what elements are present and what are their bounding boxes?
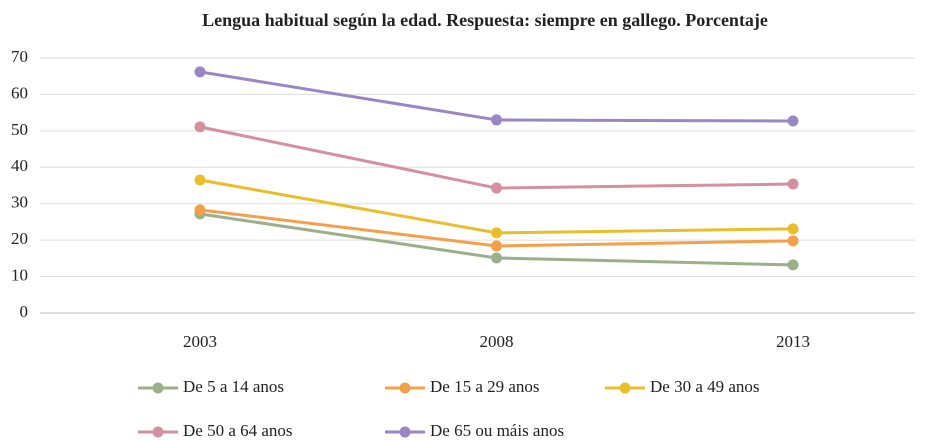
legend-label: De 5 a 14 anos [183,377,284,396]
y-tick-label: 0 [20,302,29,321]
legend-marker [152,426,164,438]
legend-marker [399,382,411,394]
y-tick-label: 10 [11,265,28,284]
y-tick-label: 60 [11,83,28,102]
legend-marker [399,426,411,438]
point [491,252,502,264]
point [491,182,502,194]
legend-label: De 65 ou máis anos [430,421,564,440]
y-tick-label: 40 [11,156,28,175]
point [787,259,799,271]
series-line [199,70,794,123]
point [194,174,206,186]
x-tick-label: 2008 [480,332,514,351]
y-tick-label: 30 [11,193,28,212]
point [491,114,502,126]
series-line [199,125,794,190]
chart-title: Lengua habitual según la edad. Respuesta… [202,10,768,30]
point [787,235,799,247]
point [787,178,799,190]
y-tick-label: 70 [11,47,28,66]
point [194,121,206,133]
point [787,115,799,127]
point [491,227,502,239]
legend-marker [619,382,631,394]
point [787,223,799,235]
point [194,204,206,216]
point [194,66,206,78]
legend-label: De 15 a 29 anos [430,377,540,396]
x-tick-label: 2003 [183,332,217,351]
x-tick-label: 2013 [776,332,810,351]
point [491,240,502,252]
legend-label: De 30 a 49 anos [650,377,760,396]
legend-marker [152,382,164,394]
y-tick-label: 50 [11,120,28,139]
legend-label: De 50 a 64 anos [183,421,293,440]
y-tick-label: 20 [11,229,28,248]
